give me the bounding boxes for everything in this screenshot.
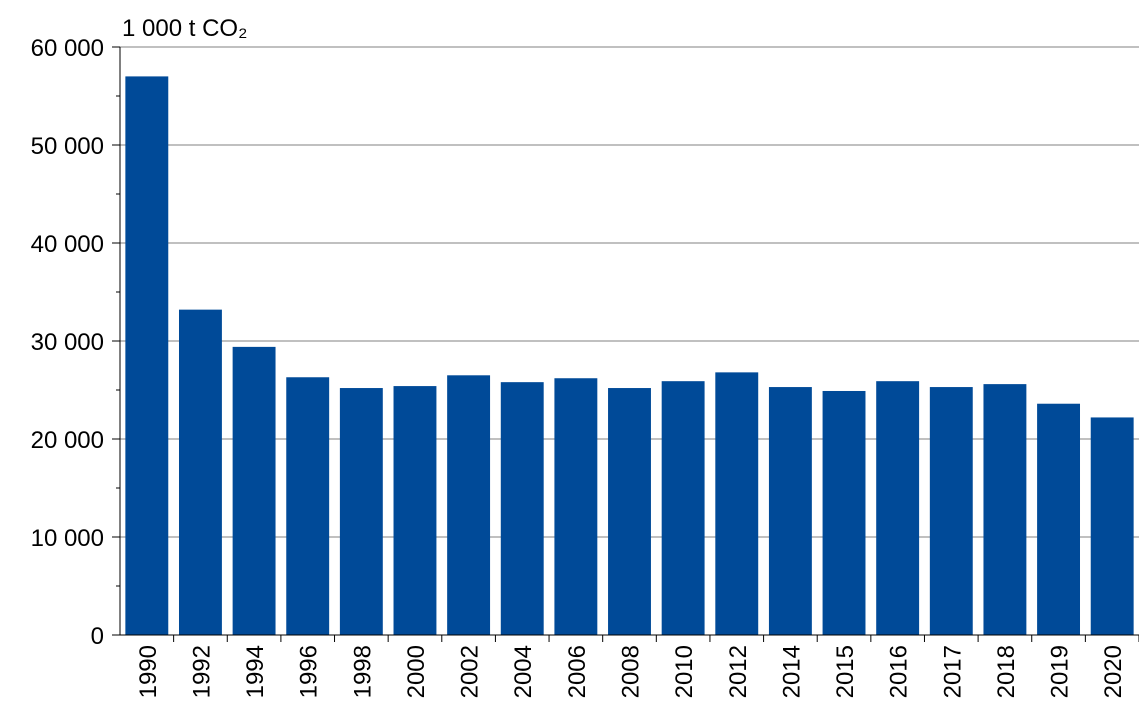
x-tick-label: 2006 [564,645,591,698]
y-tick-label: 10 000 [31,525,104,552]
bar [1037,403,1081,635]
x-tick-label: 2015 [832,645,859,698]
bar [608,388,651,635]
bar [822,390,866,635]
x-tick-label: 1990 [135,645,162,698]
x-tick-label: 1994 [242,645,269,698]
bar [1090,417,1134,635]
y-tick-label: 50 000 [31,133,104,160]
bar [929,387,973,635]
bar [393,386,437,635]
bar [661,381,705,635]
y-tick-label: 40 000 [31,231,104,258]
bar [876,381,920,635]
x-tick-label: 2004 [510,645,537,698]
x-tick-label: 2008 [618,645,645,698]
x-tick-label: 2000 [403,645,430,698]
bar [500,382,544,635]
y-tick-label: 0 [91,623,104,650]
bar [554,378,598,635]
y-tick-label: 60 000 [31,35,104,62]
x-tick-label: 1992 [188,645,215,698]
x-tick-label: 2012 [725,645,752,698]
x-tick-label: 2019 [1047,645,1074,698]
bar [286,377,330,635]
bar [339,388,383,635]
bar [125,76,169,635]
bar [715,372,759,635]
y-tick-label: 30 000 [31,329,104,356]
bar [447,375,491,635]
x-tick-label: 2002 [457,645,484,698]
x-tick-label: 2010 [671,645,698,698]
x-tick-label: 2020 [1100,645,1127,698]
x-tick-label: 2016 [886,645,913,698]
bar [768,387,812,635]
x-tick-label: 1996 [296,645,323,698]
x-tick-label: 2017 [939,645,966,698]
unit-label: 1 000 t CO₂ [122,15,247,42]
bar [232,346,276,635]
y-tick-label: 20 000 [31,427,104,454]
x-tick-label: 2018 [993,645,1020,698]
x-tick-label: 1998 [349,645,376,698]
bar [983,384,1027,635]
x-tick-label: 2014 [778,645,805,698]
bar [178,309,222,635]
